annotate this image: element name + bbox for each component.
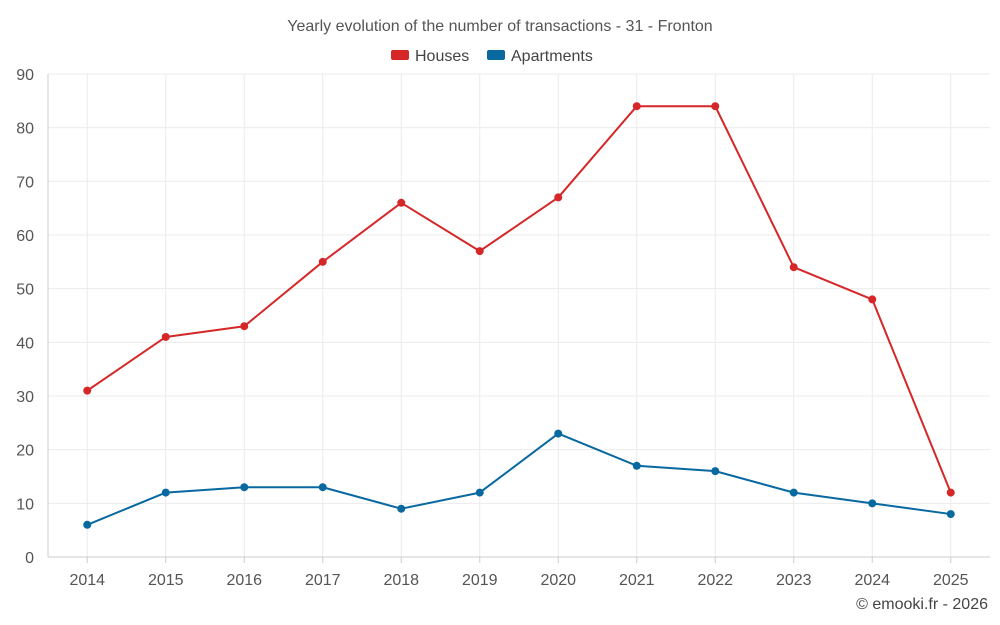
x-tick-label: 2024	[854, 572, 890, 589]
x-tick-label: 2019	[462, 572, 498, 589]
series	[83, 102, 955, 529]
legend-swatch-apartments[interactable]	[487, 50, 505, 60]
y-tick-label: 50	[16, 282, 34, 299]
y-tick-label: 90	[16, 67, 34, 84]
data-point-apartments[interactable]	[554, 429, 563, 438]
x-tick-label: 2016	[226, 572, 262, 589]
data-point-apartments[interactable]	[946, 510, 955, 519]
data-point-apartments[interactable]	[632, 461, 641, 470]
y-tick-label: 0	[25, 550, 34, 567]
data-point-apartments[interactable]	[240, 483, 249, 492]
x-tick-label: 2014	[69, 572, 105, 589]
data-point-houses[interactable]	[946, 488, 955, 497]
legend-swatch-houses[interactable]	[391, 50, 409, 60]
data-point-apartments[interactable]	[789, 488, 798, 497]
data-point-apartments[interactable]	[318, 483, 327, 492]
data-point-houses[interactable]	[554, 193, 563, 202]
x-tick-label: 2017	[305, 572, 341, 589]
data-point-houses[interactable]	[475, 247, 484, 256]
data-point-houses[interactable]	[397, 198, 406, 207]
x-tick-label: 2021	[619, 572, 655, 589]
data-point-apartments[interactable]	[83, 520, 92, 529]
series-line-apartments[interactable]	[86, 432, 951, 526]
y-tick-label: 40	[16, 335, 34, 352]
y-tick-label: 30	[16, 389, 34, 406]
legend: Houses Apartments	[391, 48, 593, 65]
data-point-houses[interactable]	[318, 257, 327, 266]
y-tick-label: 20	[16, 443, 34, 460]
data-point-houses[interactable]	[868, 295, 877, 304]
data-point-apartments[interactable]	[397, 504, 406, 513]
x-tick-label: 2025	[933, 572, 969, 589]
grid	[48, 73, 990, 557]
y-tick-label: 10	[16, 496, 34, 513]
data-point-apartments[interactable]	[711, 467, 720, 476]
credit-text: © emooki.fr - 2026	[856, 596, 988, 613]
x-tick-label: 2020	[540, 572, 576, 589]
y-tick-label: 70	[16, 174, 34, 191]
x-tick-label: 2022	[697, 572, 733, 589]
data-point-houses[interactable]	[161, 332, 170, 341]
legend-label-houses[interactable]: Houses	[415, 48, 469, 65]
chart-title: Yearly evolution of the number of transa…	[287, 18, 712, 35]
x-tick-label: 2023	[776, 572, 812, 589]
data-point-houses[interactable]	[83, 386, 92, 395]
x-tick-label: 2015	[148, 572, 184, 589]
legend-label-apartments[interactable]: Apartments	[511, 48, 593, 65]
y-tick-label: 80	[16, 121, 34, 138]
data-point-houses[interactable]	[711, 102, 720, 111]
axes: 0 10 20 30 40 50 60 70 80 90 2014 2015 2016 2017 2018 2…	[16, 67, 990, 589]
data-point-apartments[interactable]	[868, 499, 877, 508]
data-point-houses[interactable]	[789, 263, 798, 272]
x-tick-label: 2018	[383, 572, 419, 589]
data-point-apartments[interactable]	[475, 488, 484, 497]
data-point-houses[interactable]	[632, 102, 641, 111]
series-line-houses[interactable]	[86, 105, 952, 493]
data-point-apartments[interactable]	[161, 488, 170, 497]
y-tick-label: 60	[16, 228, 34, 245]
data-point-houses[interactable]	[240, 322, 249, 331]
